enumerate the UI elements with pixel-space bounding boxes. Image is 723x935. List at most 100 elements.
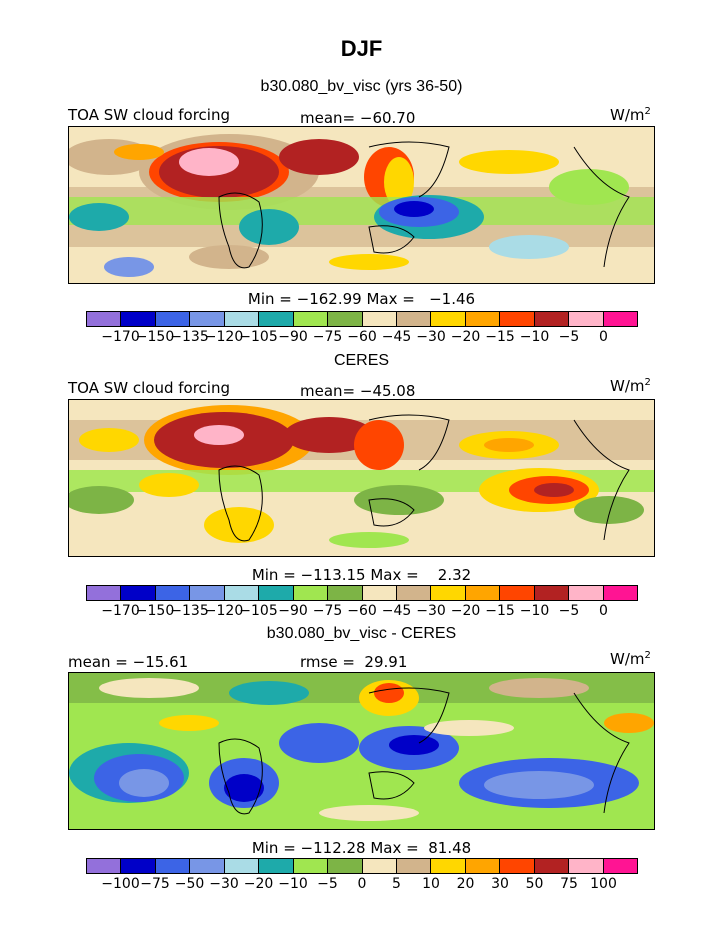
- panel-1-map-image: [69, 127, 654, 283]
- colorbar-swatch: [87, 312, 122, 326]
- colorbar-swatch: [328, 859, 363, 873]
- colorbar-swatch: [431, 586, 466, 600]
- panel-3-title: b30.080_bv_visc - CERES: [266, 625, 457, 642]
- colorbar-tick: −5: [558, 603, 580, 619]
- colorbar-swatch: [396, 859, 432, 873]
- colorbar-tick: −10: [278, 876, 308, 892]
- colorbar-tick: −30: [416, 329, 446, 345]
- colorbar-tick: −100: [101, 876, 140, 892]
- colorbar-tick: −20: [243, 876, 274, 892]
- colorbar-swatch: [328, 312, 363, 326]
- colorbar-tick: −105: [239, 329, 278, 345]
- units-text: W/m: [610, 106, 645, 124]
- colorbar-swatch: [603, 859, 637, 873]
- colorbar-tick: −150: [135, 603, 175, 619]
- colorbar-swatch: [569, 586, 604, 600]
- colorbar-swatch: [190, 586, 225, 600]
- colorbar-tick: −90: [278, 603, 308, 619]
- colorbar-swatch: [87, 859, 122, 873]
- panel-2-variable-label: TOA SW cloud forcing: [68, 379, 230, 397]
- units-text: W/m: [610, 650, 645, 668]
- colorbar-tick: 30: [491, 876, 509, 892]
- colorbar-tick: 50: [525, 876, 544, 892]
- colorbar-swatch: [465, 859, 501, 873]
- units-superscript: 2: [644, 377, 651, 388]
- colorbar-tick: −15: [485, 603, 515, 619]
- colorbar-swatch: [534, 312, 570, 326]
- panel-2-colorbar-ticks: −170 −150 −135 −120 −105 −90 −75 −60 −45…: [86, 603, 638, 621]
- colorbar-tick: −135: [170, 329, 209, 345]
- colorbar-swatch: [431, 312, 466, 326]
- colorbar-tick: −105: [239, 603, 278, 619]
- panel-1-units: W/m2: [610, 106, 651, 124]
- colorbar-swatch: [293, 312, 329, 326]
- colorbar-tick: −10: [519, 603, 550, 619]
- colorbar-swatch: [362, 312, 397, 326]
- colorbar-swatch: [293, 859, 329, 873]
- panel-2-title: CERES: [333, 352, 390, 369]
- colorbar-tick: −20: [450, 329, 481, 345]
- panel-2-colorbar: [86, 585, 638, 601]
- colorbar-tick: −20: [450, 603, 481, 619]
- colorbar-tick: −45: [381, 603, 412, 619]
- colorbar-tick: 0: [599, 329, 608, 345]
- panel-2-minmax: Min = −113.15 Max = 2.32: [251, 566, 472, 584]
- colorbar-swatch: [224, 586, 260, 600]
- units-text: W/m: [610, 377, 645, 395]
- colorbar-swatch: [500, 312, 535, 326]
- figure-title: DJF: [340, 36, 383, 61]
- colorbar-swatch: [465, 312, 501, 326]
- panel-1-colorbar: [86, 311, 638, 327]
- panel-3-units: W/m2: [610, 650, 651, 668]
- panel-1-map: [68, 126, 655, 284]
- colorbar-swatch: [155, 312, 191, 326]
- panel-3-map: [68, 672, 655, 830]
- colorbar-swatch: [259, 859, 294, 873]
- panel-3-rmse-label: rmse = 29.91: [300, 653, 408, 671]
- units-superscript: 2: [644, 106, 651, 117]
- colorbar-tick: −30: [416, 603, 446, 619]
- colorbar-swatch: [500, 859, 535, 873]
- colorbar-swatch: [259, 312, 294, 326]
- colorbar-swatch: [155, 859, 191, 873]
- panel-1-minmax: Min = −162.99 Max = −1.46: [247, 290, 476, 308]
- colorbar-swatch: [534, 859, 570, 873]
- colorbar-swatch: [569, 312, 604, 326]
- colorbar-tick: 0: [599, 603, 608, 619]
- colorbar-swatch: [190, 859, 225, 873]
- colorbar-tick: 10: [422, 876, 440, 892]
- panel-1-variable-label: TOA SW cloud forcing: [68, 106, 230, 124]
- colorbar-tick: 75: [560, 876, 578, 892]
- panel-2-map-image: [69, 400, 654, 556]
- colorbar-swatch: [534, 586, 570, 600]
- panel-1-mean-label: mean= −60.70: [300, 109, 416, 127]
- colorbar-swatch: [121, 586, 156, 600]
- panel-3-colorbar-ticks: −100 −75 −50 −30 −20 −10 −5 0 5 10 20 30…: [86, 876, 638, 894]
- colorbar-tick: −75: [312, 329, 343, 345]
- colorbar-swatch: [396, 586, 432, 600]
- panel-3-minmax: Min = −112.28 Max = 81.48: [251, 839, 472, 857]
- colorbar-swatch: [362, 859, 397, 873]
- colorbar-tick: −120: [204, 603, 244, 619]
- colorbar-swatch: [328, 586, 363, 600]
- colorbar-swatch: [293, 586, 329, 600]
- colorbar-tick: −90: [278, 329, 308, 345]
- colorbar-swatch: [603, 586, 637, 600]
- colorbar-tick: 20: [456, 876, 475, 892]
- colorbar-swatch: [224, 312, 260, 326]
- panel-1-title: b30.080_bv_visc (yrs 36-50): [260, 78, 463, 95]
- colorbar-swatch: [224, 859, 260, 873]
- colorbar-tick: 5: [392, 876, 401, 892]
- colorbar-swatch: [121, 859, 156, 873]
- colorbar-swatch: [155, 586, 191, 600]
- panel-2-units: W/m2: [610, 377, 651, 395]
- colorbar-tick: −5: [317, 876, 338, 892]
- colorbar-swatch: [362, 586, 397, 600]
- colorbar-tick: −15: [485, 329, 515, 345]
- colorbar-swatch: [603, 312, 637, 326]
- colorbar-tick: −45: [381, 329, 412, 345]
- panel-2-mean-label: mean= −45.08: [300, 382, 416, 400]
- colorbar-swatch: [569, 859, 604, 873]
- colorbar-tick: −50: [174, 876, 205, 892]
- panel-3-mean-label: mean = −15.61: [68, 653, 189, 671]
